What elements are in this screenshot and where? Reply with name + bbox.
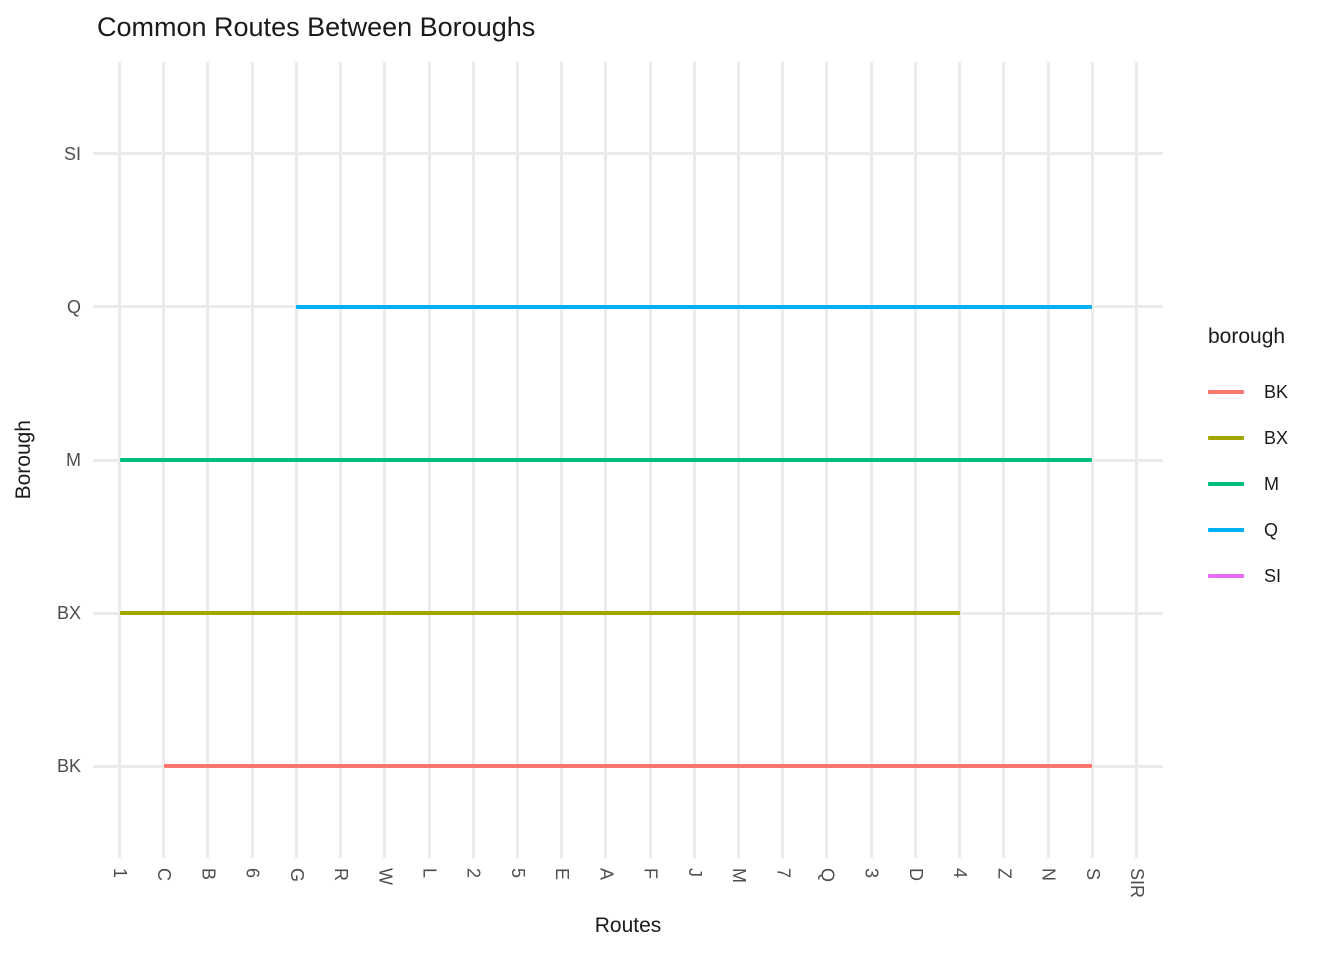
route-line-M <box>119 458 1093 462</box>
legend-items: BK BX M Q SI <box>1208 369 1288 599</box>
y-tick-label: SI <box>63 143 81 164</box>
legend-item-BK: BK <box>1208 369 1288 415</box>
legend-label: Q <box>1264 519 1279 540</box>
x-tick-label: 1 <box>110 868 131 879</box>
x-tick-label: B <box>198 868 219 881</box>
legend: borough BK BX M Q SI <box>1208 325 1288 599</box>
legend-item-M: M <box>1208 461 1288 507</box>
gridline-horizontal <box>93 152 1163 156</box>
y-tick-label: Q <box>66 296 81 317</box>
route-line-Q <box>296 304 1093 309</box>
legend-label: BK <box>1264 381 1289 402</box>
x-tick-label: J <box>684 868 705 877</box>
x-tick-label: L <box>419 868 440 879</box>
x-tick-label: D <box>905 868 926 881</box>
x-tick-label: 6 <box>242 868 263 879</box>
legend-title: borough <box>1208 325 1286 348</box>
x-tick-label: 4 <box>950 868 971 879</box>
route-line-BX <box>119 611 960 616</box>
x-tick-label: 7 <box>773 868 794 879</box>
legend-label: SI <box>1264 565 1282 586</box>
chart-title: Common Routes Between Boroughs <box>97 12 536 42</box>
legend-key-Q <box>1208 528 1244 532</box>
x-axis-title: Routes <box>594 914 662 937</box>
x-tick-label: N <box>1038 868 1059 881</box>
route-line-BK <box>163 764 1093 769</box>
x-tick-label: R <box>331 868 352 881</box>
legend-label: BX <box>1264 427 1289 448</box>
legend-item-SI: SI <box>1208 553 1288 599</box>
x-tick-label: SIR <box>1126 868 1147 899</box>
legend-key-BK <box>1208 390 1244 394</box>
legend-key-M <box>1208 482 1244 486</box>
legend-label: M <box>1264 473 1279 494</box>
y-tick-label: BK <box>56 756 81 777</box>
y-tick-label: BX <box>56 603 81 624</box>
x-tick-label: G <box>286 868 307 883</box>
x-tick-label: Z <box>994 868 1015 879</box>
x-tick-label: 3 <box>861 868 882 879</box>
legend-key-BX <box>1208 436 1244 440</box>
x-tick-label: C <box>154 868 175 881</box>
x-tick-label: F <box>640 868 661 879</box>
y-tick-label: M <box>66 450 81 470</box>
x-tick-label: W <box>375 868 396 885</box>
x-tick-label: 5 <box>507 868 528 879</box>
legend-item-BX: BX <box>1208 415 1288 461</box>
legend-key-SI <box>1208 574 1244 578</box>
x-tick-label: E <box>552 868 573 881</box>
x-tick-label: A <box>596 868 617 881</box>
x-tick-label: S <box>1082 868 1103 881</box>
x-tick-label: Q <box>817 868 838 883</box>
x-tick-label: 2 <box>463 868 484 879</box>
x-tick-label: M <box>729 868 750 883</box>
legend-item-Q: Q <box>1208 507 1288 553</box>
